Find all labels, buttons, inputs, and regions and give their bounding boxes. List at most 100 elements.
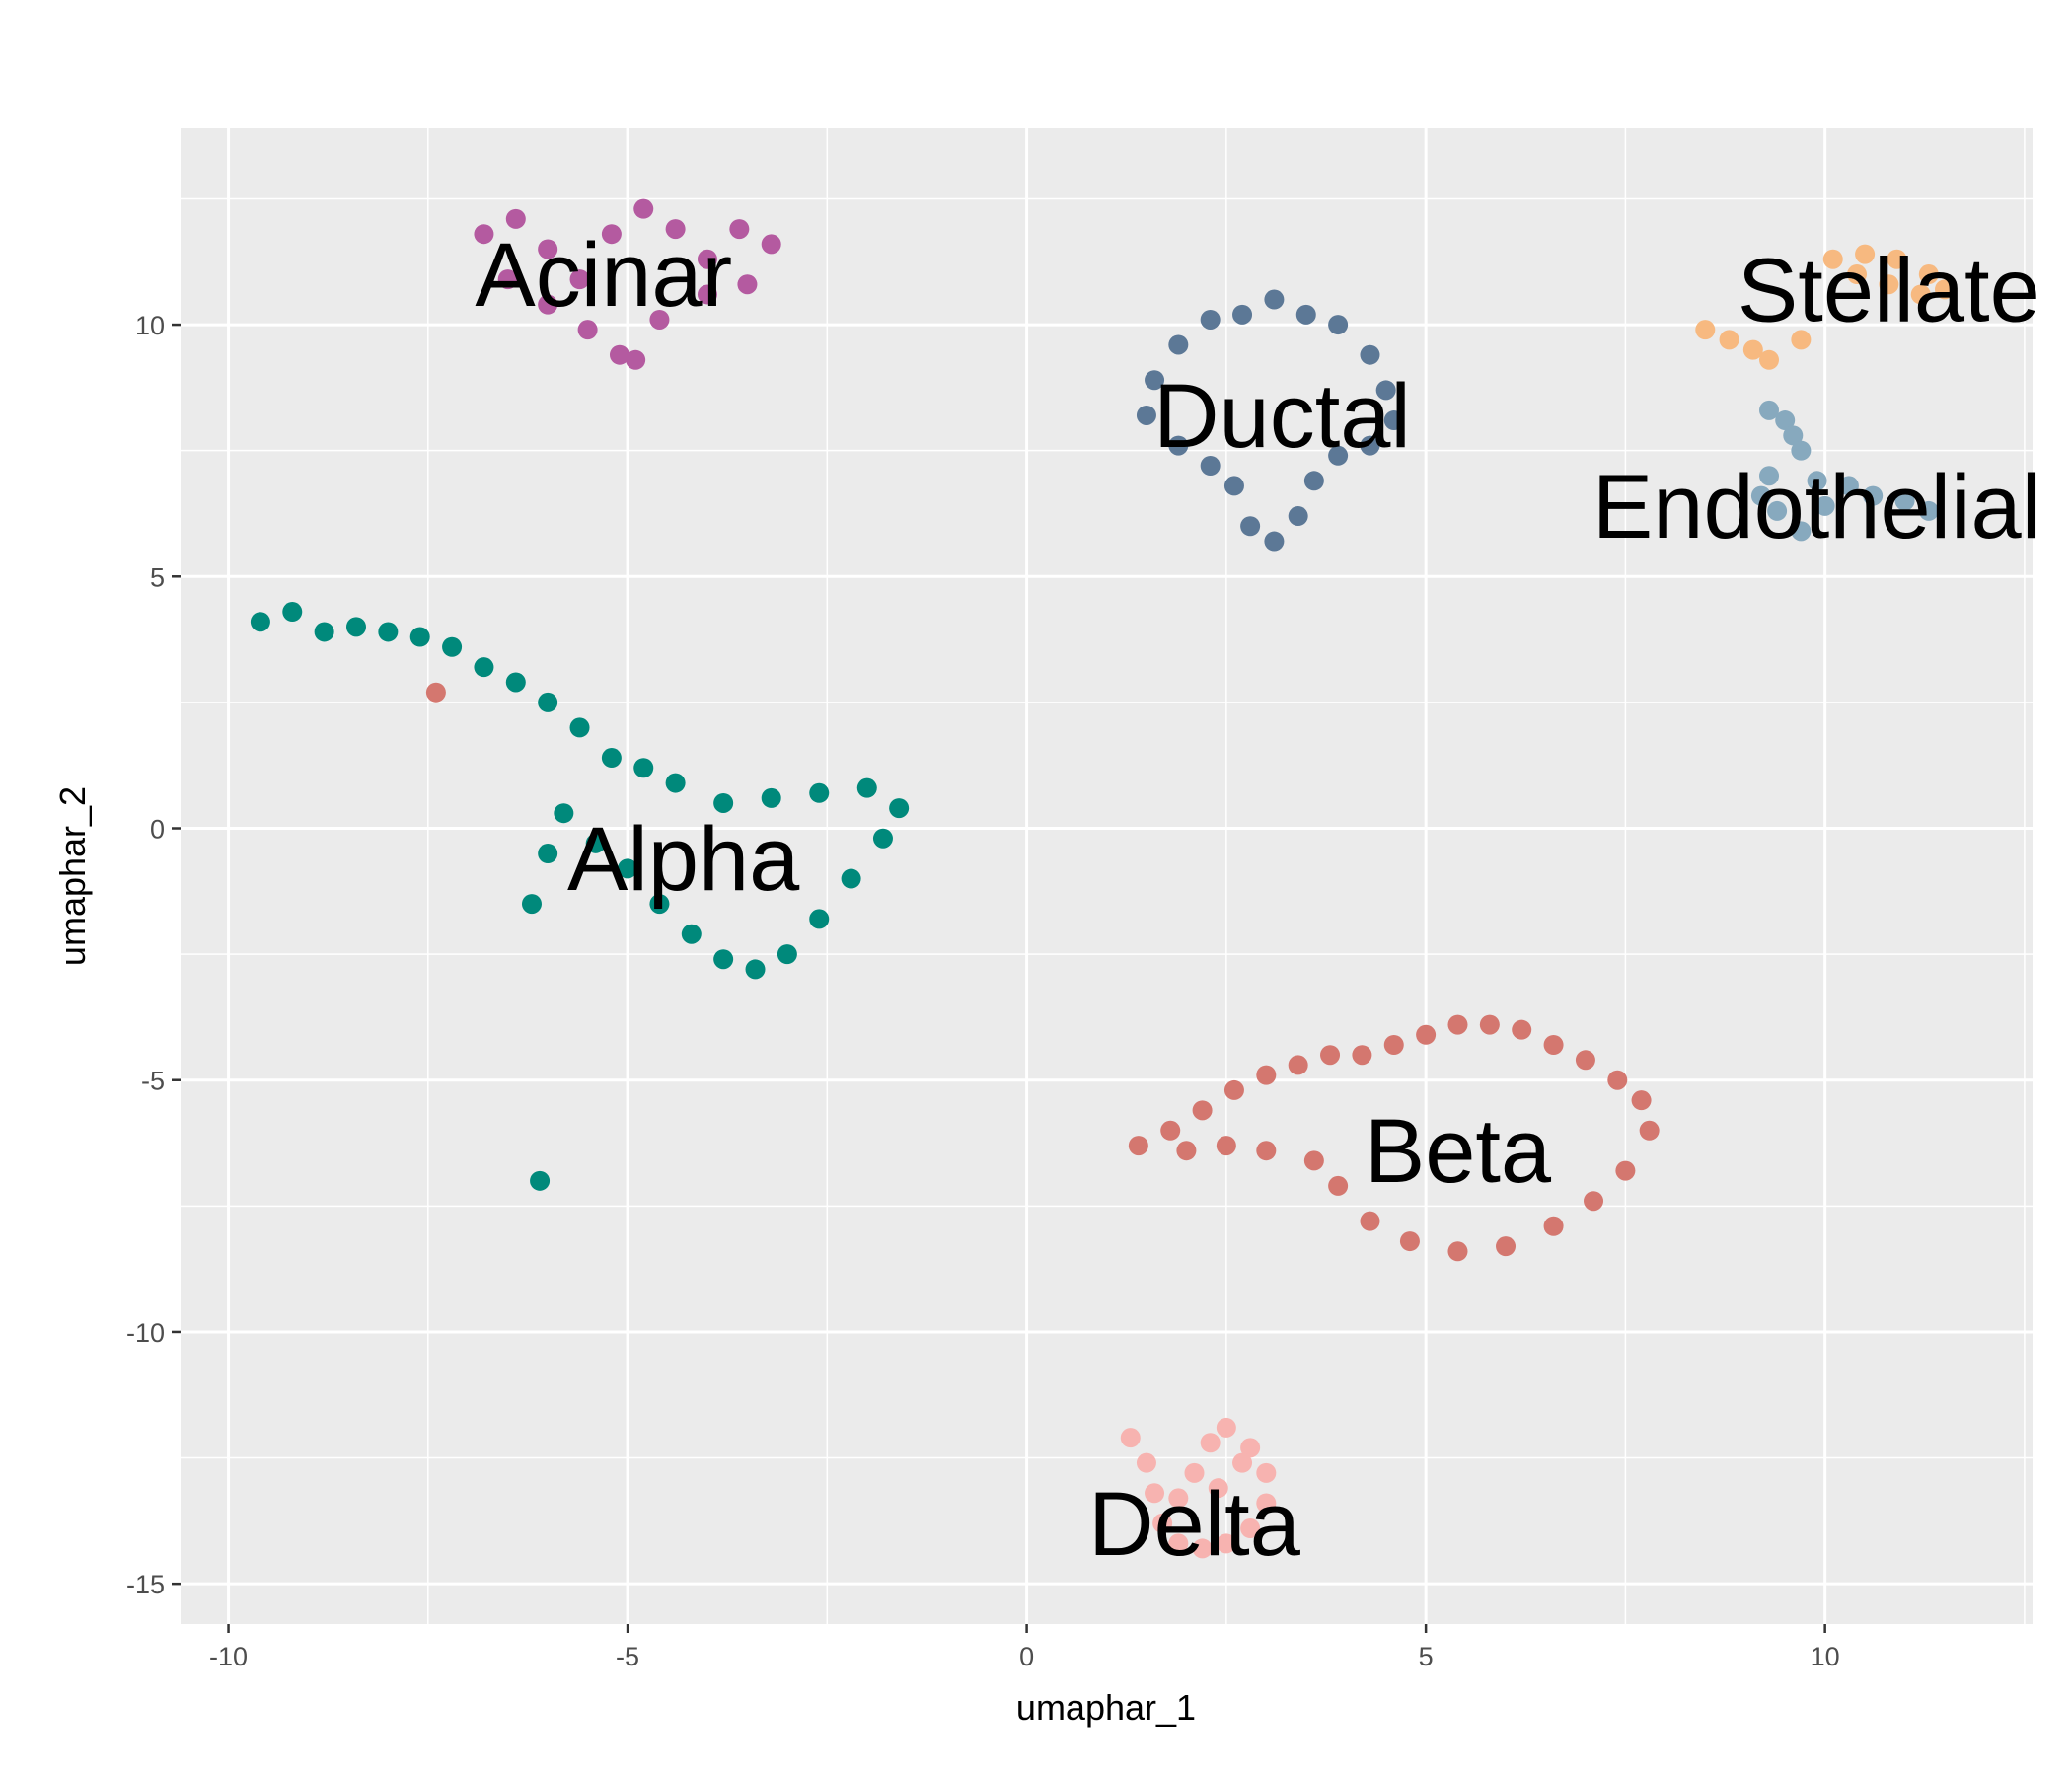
data-point: [737, 274, 758, 295]
data-point: [729, 219, 750, 240]
data-point: [1303, 471, 1324, 491]
data-point: [1759, 466, 1780, 486]
data-point: [505, 208, 526, 229]
data-point: [1240, 1518, 1261, 1539]
data-point: [1822, 249, 1843, 269]
y-tick-label: -5: [141, 1067, 165, 1096]
data-point: [1759, 400, 1780, 420]
cluster-label-alpha: Alpha: [567, 809, 800, 910]
data-point: [378, 622, 399, 642]
y-tick-label: -10: [126, 1318, 165, 1348]
data-point: [1631, 1090, 1652, 1111]
panel-background: [181, 128, 2033, 1624]
cluster-label-stellate: Stellate: [1738, 240, 2040, 340]
x-tick-label: 5: [1419, 1642, 1434, 1671]
data-point: [1575, 1050, 1595, 1071]
data-point: [1719, 330, 1739, 350]
data-point: [1216, 1417, 1236, 1438]
data-point: [442, 636, 463, 657]
data-point: [1192, 1100, 1213, 1121]
cluster-label-ductal: Ductal: [1153, 366, 1411, 467]
data-point: [505, 672, 526, 693]
data-point: [1479, 1014, 1500, 1035]
x-axis: -10 -5 0 5 10: [209, 1624, 1840, 1671]
data-point: [1328, 315, 1349, 335]
data-point: [1607, 1070, 1628, 1090]
data-point: [1264, 289, 1285, 310]
data-point: [1288, 1055, 1308, 1075]
data-point: [1223, 476, 1244, 496]
data-point: [1200, 309, 1221, 330]
data-point: [314, 622, 334, 642]
y-tick-label: 0: [150, 815, 165, 845]
cluster-beta: [425, 682, 1660, 1262]
data-point: [1200, 1433, 1221, 1453]
data-point: [1223, 1079, 1244, 1100]
data-point: [521, 894, 542, 915]
data-point: [538, 239, 558, 259]
data-point: [1847, 264, 1868, 285]
data-point: [1136, 405, 1156, 425]
y-tick-label: 10: [135, 311, 165, 340]
data-point: [1615, 1160, 1636, 1181]
data-point: [1399, 1231, 1420, 1252]
data-point: [538, 844, 558, 864]
data-point: [1232, 304, 1253, 325]
data-point: [1264, 531, 1285, 552]
data-point: [538, 294, 558, 315]
data-point: [1232, 1452, 1253, 1473]
cluster-label-beta: Beta: [1365, 1101, 1552, 1202]
data-point: [745, 959, 766, 980]
data-point: [1767, 500, 1788, 521]
data-point: [1216, 1136, 1236, 1156]
data-point: [761, 787, 781, 808]
cluster-delta: [1120, 1417, 1277, 1559]
data-point: [1496, 1236, 1517, 1257]
data-point: [649, 309, 670, 330]
y-axis-title: umaphar_2: [52, 786, 93, 966]
data-point: [697, 249, 717, 269]
data-point: [1814, 495, 1835, 516]
data-point: [554, 803, 574, 824]
data-point: [856, 777, 877, 798]
y-tick-label: 5: [150, 562, 165, 592]
data-point: [626, 349, 646, 370]
data-point: [1256, 1462, 1277, 1483]
data-point: [1887, 249, 1907, 269]
data-point: [1256, 1493, 1277, 1514]
data-point: [1200, 455, 1221, 476]
data-point: [250, 612, 270, 632]
data-point: [665, 773, 686, 793]
data-point: [1935, 279, 1956, 300]
data-point: [1447, 1241, 1468, 1262]
data-point: [697, 284, 717, 305]
data-point: [1168, 1533, 1189, 1554]
x-tick-label: 10: [1811, 1642, 1840, 1671]
data-point: [282, 602, 303, 623]
data-point: [1168, 1488, 1189, 1509]
data-point: [474, 224, 494, 245]
data-point: [1512, 1019, 1532, 1040]
data-point: [1152, 1513, 1173, 1533]
data-point: [585, 833, 606, 853]
data-point: [713, 949, 734, 970]
cluster-acinar: [474, 198, 781, 370]
data-point: [474, 657, 494, 678]
data-point: [889, 798, 910, 819]
data-point: [1807, 471, 1827, 491]
data-point: [618, 858, 638, 879]
data-point: [809, 782, 830, 803]
cluster-endothelial: [1750, 400, 1939, 542]
data-point: [1168, 435, 1189, 456]
data-point: [425, 682, 446, 703]
data-point: [345, 617, 366, 637]
data-point: [1584, 1191, 1604, 1212]
data-point: [1184, 1462, 1205, 1483]
data-point: [1192, 1538, 1213, 1559]
data-point: [1240, 516, 1261, 537]
data-point: [1855, 244, 1876, 264]
data-point: [809, 909, 830, 929]
data-point: [1168, 334, 1189, 355]
data-point: [1320, 1045, 1341, 1066]
